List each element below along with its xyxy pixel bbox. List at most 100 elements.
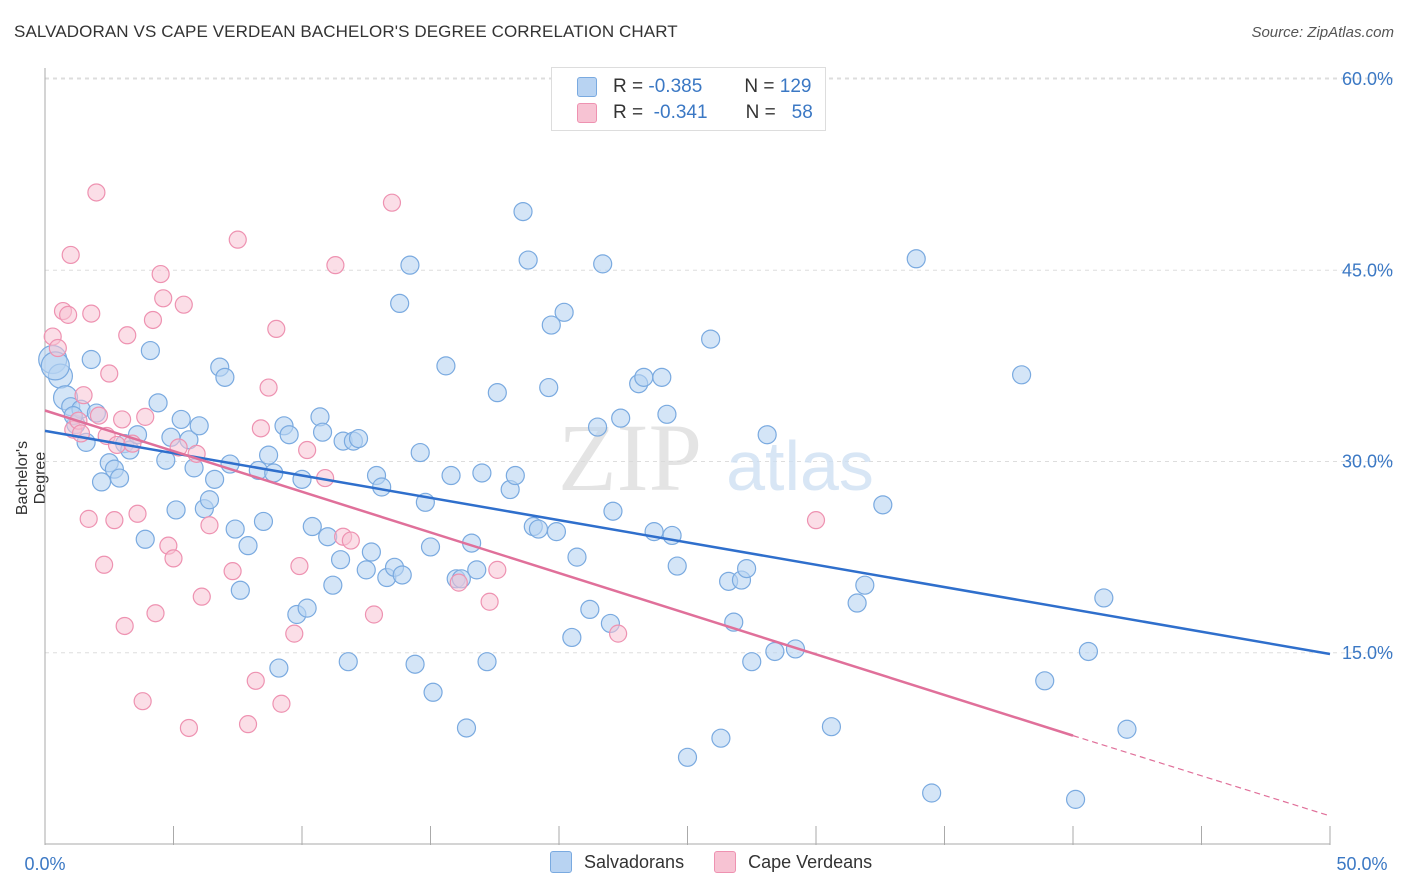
salvadoran-point [258, 445, 279, 465]
cape-verdean-point [480, 592, 499, 611]
n-label: N = [745, 102, 776, 123]
salvadoran-point [109, 468, 130, 488]
salvadoran-point [205, 469, 225, 489]
cape-verdean-point [223, 562, 242, 581]
salvadoran-point [467, 560, 487, 580]
cape-verdean-point [74, 386, 93, 405]
salvadoran-point [513, 202, 533, 222]
cape-verdean-point [341, 531, 360, 550]
r-label: R = [613, 102, 644, 123]
salvadoran-point [135, 529, 155, 549]
x-tick-label: 50.0% [1336, 854, 1387, 874]
salvadoran-point [922, 783, 942, 803]
cape-verdean-point [200, 516, 219, 535]
salvadoran-point [541, 315, 561, 335]
salvadoran-point [410, 442, 430, 463]
cape-verdean-point [133, 692, 152, 711]
cape-verdean-point [100, 364, 119, 383]
n-value: 58 [791, 102, 813, 123]
salvadoran-point [765, 641, 785, 662]
salvadoran-point [580, 599, 600, 620]
cape-verdean-point [48, 338, 67, 358]
salvadoran-point [847, 593, 867, 613]
salvadorans-swatch [577, 77, 597, 97]
cape-verdean-point [151, 264, 170, 284]
salvadoran-point [338, 652, 358, 672]
salvadoran-point [518, 250, 538, 270]
salvadoran-point [318, 527, 338, 547]
salvadoran-point [603, 501, 623, 521]
cape-verdean-point [298, 440, 317, 460]
salvadoran-point [279, 425, 299, 445]
salvadoran-point [199, 490, 220, 510]
salvadoran-point [1035, 671, 1055, 691]
salvadoran-point [1065, 789, 1086, 809]
cape-verdeans-points [43, 183, 826, 738]
cape-verdeans-trend-line [44, 409, 1074, 737]
salvadoran-point [634, 367, 654, 387]
salvadoran-point [587, 417, 608, 437]
salvadoran-point [91, 472, 112, 492]
salvadoran-point [420, 537, 441, 557]
salvadoran-point [677, 747, 698, 767]
correlation-legend: R = -0.385 N = 129 R = -0.341 N = 58 [551, 67, 826, 131]
salvadoran-point [348, 428, 369, 449]
salvadoran-point [297, 598, 317, 618]
cape-verdean-point [128, 504, 147, 523]
y-tick-label: 30.0% [1342, 452, 1393, 472]
cape-verdean-point [164, 549, 183, 568]
salvadoran-point [140, 340, 160, 361]
salvadoran-point [593, 254, 613, 274]
n-label: N = [744, 76, 775, 97]
cape-verdean-point [146, 604, 165, 623]
axes [44, 68, 1331, 845]
cape-verdean-point [228, 230, 247, 249]
legend-item-salvadorans: Salvadorans [550, 851, 684, 873]
watermark-zip: ZIP [558, 404, 702, 511]
salvadoran-point [1011, 365, 1032, 385]
trend-lines [44, 409, 1331, 817]
cape-verdeans-swatch [714, 851, 737, 873]
salvadoran-point [873, 495, 893, 515]
y-tick-label: 60.0% [1342, 69, 1393, 89]
salvadoran-point [292, 469, 312, 489]
salvadoran-point [1117, 719, 1137, 739]
r-value: -0.385 [648, 76, 703, 97]
cape-verdean-point [143, 310, 163, 330]
salvadoran-point [737, 558, 757, 579]
cape-verdean-point [326, 256, 345, 275]
salvadoran-point [230, 580, 250, 600]
cape-verdean-point [449, 573, 468, 592]
salvadoran-point [472, 463, 492, 483]
salvadoran-point [356, 560, 376, 580]
y-tick-label: 15.0% [1342, 643, 1393, 663]
cape-verdean-point [89, 406, 109, 425]
cape-verdean-point [259, 378, 278, 397]
cape-verdean-point [806, 511, 826, 530]
salvadoran-point [253, 511, 274, 532]
salvadoran-point [652, 367, 672, 387]
salvadoran-point [423, 682, 443, 702]
watermark: ZIP atlas [558, 404, 874, 511]
cape-verdean-point [59, 305, 78, 324]
salvadorans-points [38, 202, 1137, 809]
salvadoran-point [215, 367, 235, 387]
salvadoran-point [711, 728, 731, 748]
source-label: Source: ZipAtlas.com [1251, 24, 1394, 41]
tick-labels: 15.0% 30.0% 45.0% 60.0% 0.0% 50.0% [24, 69, 1393, 874]
cape-verdeans-trend-extension [1072, 735, 1331, 817]
salvadoran-point [611, 408, 631, 428]
x-tick-label: 0.0% [24, 854, 65, 874]
salvadoran-point [539, 377, 559, 398]
cape-verdean-point [61, 245, 80, 265]
salvadoran-point [1078, 641, 1099, 662]
salvadoran-point [225, 519, 245, 539]
salvadoran-point [405, 654, 425, 674]
legend-item-cape-verdeans: Cape Verdeans [714, 851, 872, 873]
salvadoran-point [400, 255, 420, 275]
salvadoran-point [528, 519, 549, 539]
y-tick-label: 45.0% [1342, 260, 1393, 280]
cape-verdean-point [112, 410, 132, 429]
grid-lines [45, 77, 1395, 654]
